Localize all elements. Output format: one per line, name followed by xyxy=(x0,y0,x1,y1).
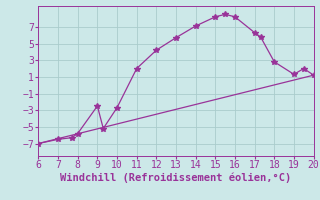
X-axis label: Windchill (Refroidissement éolien,°C): Windchill (Refroidissement éolien,°C) xyxy=(60,173,292,183)
